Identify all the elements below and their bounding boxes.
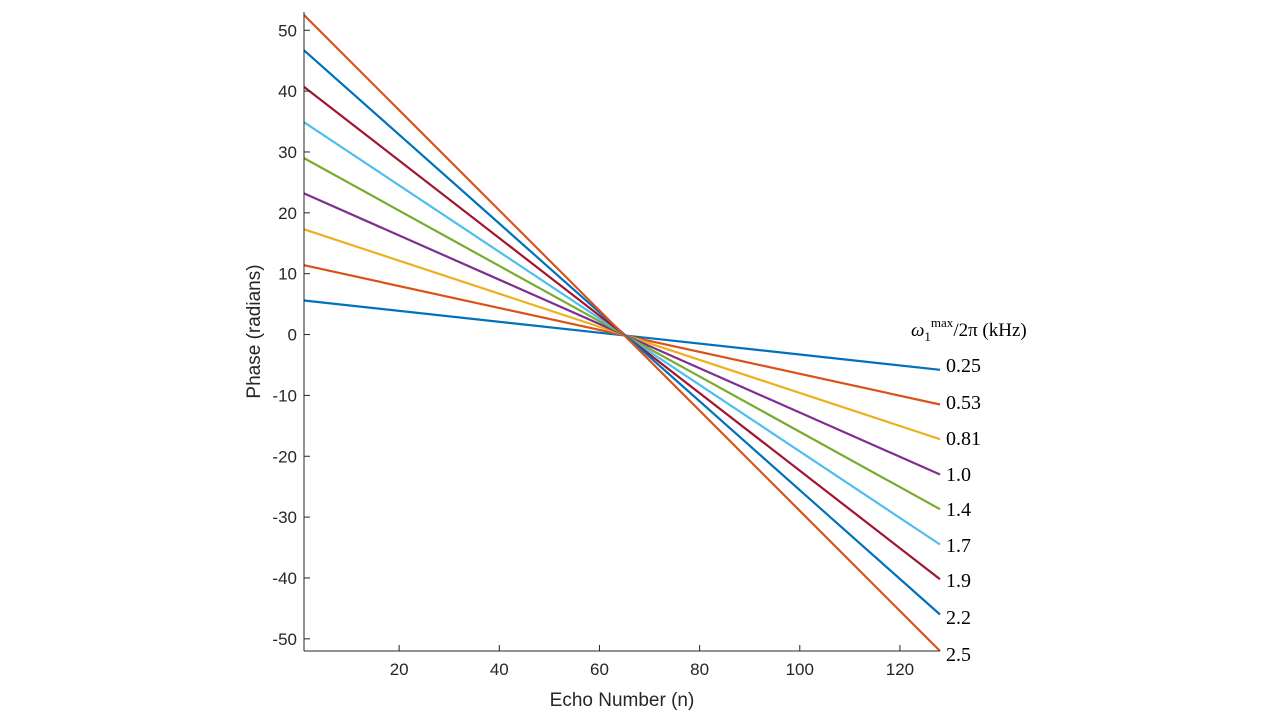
series-label-0.25: 0.25: [946, 355, 981, 377]
series-line-2.5: [303, 14, 941, 652]
y-tick-label: -30: [272, 508, 297, 527]
y-axis-label: Phase (radians): [244, 264, 265, 398]
y-tick-label: 0: [288, 326, 297, 345]
legend-title: ω1max/2π (kHz): [911, 315, 1027, 344]
series-label-1.9: 1.9: [946, 570, 971, 592]
series-label-2.5: 2.5: [946, 644, 971, 666]
y-tick-label: -40: [272, 569, 297, 588]
series-layer: [303, 14, 941, 652]
series-label-1.0: 1.0: [946, 464, 971, 486]
x-tick-label: 80: [690, 660, 709, 679]
x-tick-label: 100: [786, 660, 814, 679]
y-tick-label: 30: [278, 143, 297, 162]
x-tick-label: 40: [490, 660, 509, 679]
y-tick-label: -20: [272, 447, 297, 466]
x-axis-label: Echo Number (n): [550, 690, 695, 711]
y-tick-label: 10: [278, 265, 297, 284]
series-label-0.81: 0.81: [946, 428, 981, 450]
series-label-0.53: 0.53: [946, 392, 981, 414]
x-ticks: 20 40 60 80 100 120: [390, 645, 914, 679]
axes: [303, 12, 940, 652]
y-tick-label: 20: [278, 204, 297, 223]
y-tick-label: 50: [278, 21, 297, 40]
y-tick-label: -10: [272, 386, 297, 405]
series-label-1.4: 1.4: [946, 499, 971, 521]
legend-title-omega: ω: [911, 320, 924, 341]
series-label-1.7: 1.7: [946, 535, 971, 557]
y-tick-label: -50: [272, 630, 297, 649]
legend-title-sup: max: [931, 315, 954, 330]
x-tick-label: 60: [590, 660, 609, 679]
x-tick-label: 120: [886, 660, 914, 679]
y-ticks: 50 40 30 20 10 0 -10 -20 -30 -40 -50: [272, 21, 310, 649]
series-label-2.2: 2.2: [946, 607, 971, 629]
legend-title-sub: 1: [924, 329, 931, 344]
legend-title-rest: /2π (kHz): [953, 320, 1026, 341]
x-tick-label: 20: [390, 660, 409, 679]
y-tick-label: 40: [278, 82, 297, 101]
series-labels: 0.25 0.53 0.81 1.0 1.4 1.7 1.9 2.2 2.5: [946, 355, 981, 666]
